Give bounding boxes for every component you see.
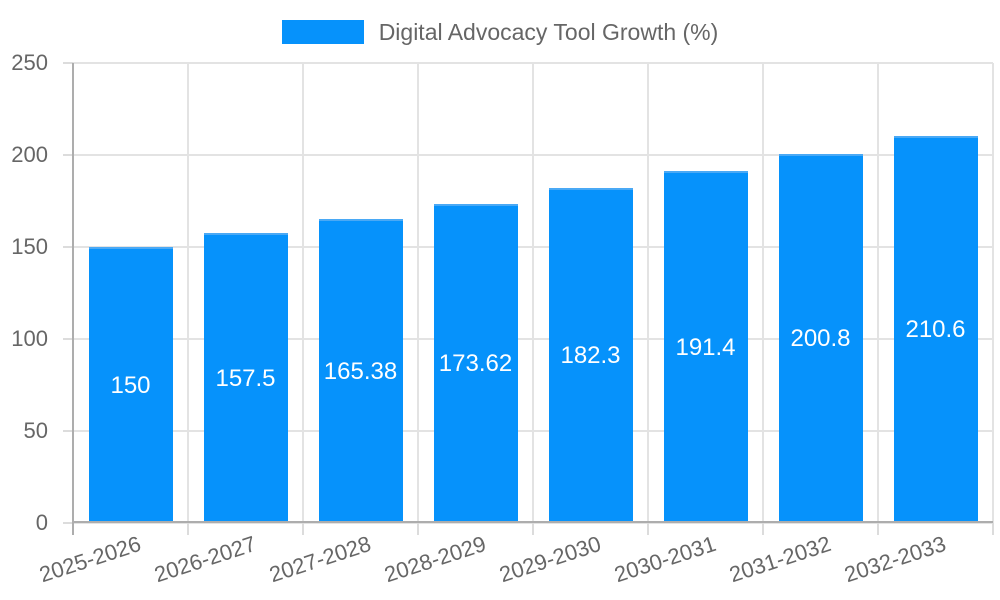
y-tick-mark <box>63 338 73 340</box>
y-tick-label: 150 <box>11 234 48 259</box>
y-tick-label: 0 <box>35 510 48 535</box>
v-gridline <box>417 63 419 523</box>
x-tick-mark <box>302 523 304 535</box>
bar[interactable]: 210.6 <box>893 135 978 523</box>
bar[interactable]: 182.3 <box>548 187 633 523</box>
y-tick-mark <box>63 522 73 524</box>
legend-swatch-icon <box>281 20 364 44</box>
v-gridline <box>647 63 649 523</box>
x-tick-mark <box>417 523 419 535</box>
y-tick-label: 100 <box>11 326 48 351</box>
bar-value-label: 173.62 <box>438 350 513 378</box>
x-tick-mark <box>762 523 764 535</box>
y-tick-label: 50 <box>23 418 48 443</box>
v-gridline <box>187 63 189 523</box>
y-tick-mark <box>63 62 73 64</box>
y-axis-line <box>72 63 74 535</box>
x-tick-label: 2030-2031 <box>611 531 720 588</box>
bar[interactable]: 157.5 <box>203 233 288 523</box>
v-gridline <box>762 63 764 523</box>
y-tick-mark <box>63 154 73 156</box>
v-gridline <box>877 63 879 523</box>
x-axis-line <box>73 521 993 523</box>
bar-value-label: 157.5 <box>215 365 276 393</box>
bar[interactable]: 173.62 <box>433 203 518 523</box>
bar-value-label: 200.8 <box>790 325 851 353</box>
x-tick-label: 2026-2027 <box>151 531 260 588</box>
v-gridline <box>302 63 304 523</box>
bar[interactable]: 200.8 <box>778 153 863 523</box>
x-tick-label: 2027-2028 <box>266 531 375 588</box>
bar[interactable]: 165.38 <box>318 218 403 523</box>
x-tick-label: 2025-2026 <box>36 531 145 588</box>
x-tick-label: 2028-2029 <box>381 531 490 588</box>
x-tick-label: 2032-2033 <box>841 531 950 588</box>
bar[interactable]: 191.4 <box>663 170 748 523</box>
x-tick-mark <box>877 523 879 535</box>
x-tick-mark <box>187 523 189 535</box>
y-tick-label: 250 <box>11 50 48 75</box>
bar-value-label: 210.6 <box>905 316 966 344</box>
bar-value-label: 191.4 <box>675 333 736 361</box>
y-tick-mark <box>63 246 73 248</box>
bar-value-label: 150 <box>110 372 151 399</box>
bar[interactable]: 150 <box>88 247 173 523</box>
v-gridline <box>992 63 994 523</box>
v-gridline <box>532 63 534 523</box>
x-tick-mark <box>992 523 994 535</box>
y-tick-label: 200 <box>11 142 48 167</box>
bar-value-label: 165.38 <box>323 357 398 385</box>
bar-value-label: 182.3 <box>560 342 621 370</box>
y-tick-mark <box>63 430 73 432</box>
plot-area: 150 157.5 165.38 173.62 182.3 191.4 200.8 210.6 <box>72 62 994 524</box>
chart-legend[interactable]: Digital Advocacy Tool Growth (%) <box>0 18 1000 46</box>
legend-label: Digital Advocacy Tool Growth (%) <box>378 18 719 45</box>
x-tick-label: 2029-2030 <box>496 531 605 588</box>
x-tick-label: 2031-2032 <box>726 531 835 588</box>
x-tick-mark <box>647 523 649 535</box>
x-tick-mark <box>532 523 534 535</box>
